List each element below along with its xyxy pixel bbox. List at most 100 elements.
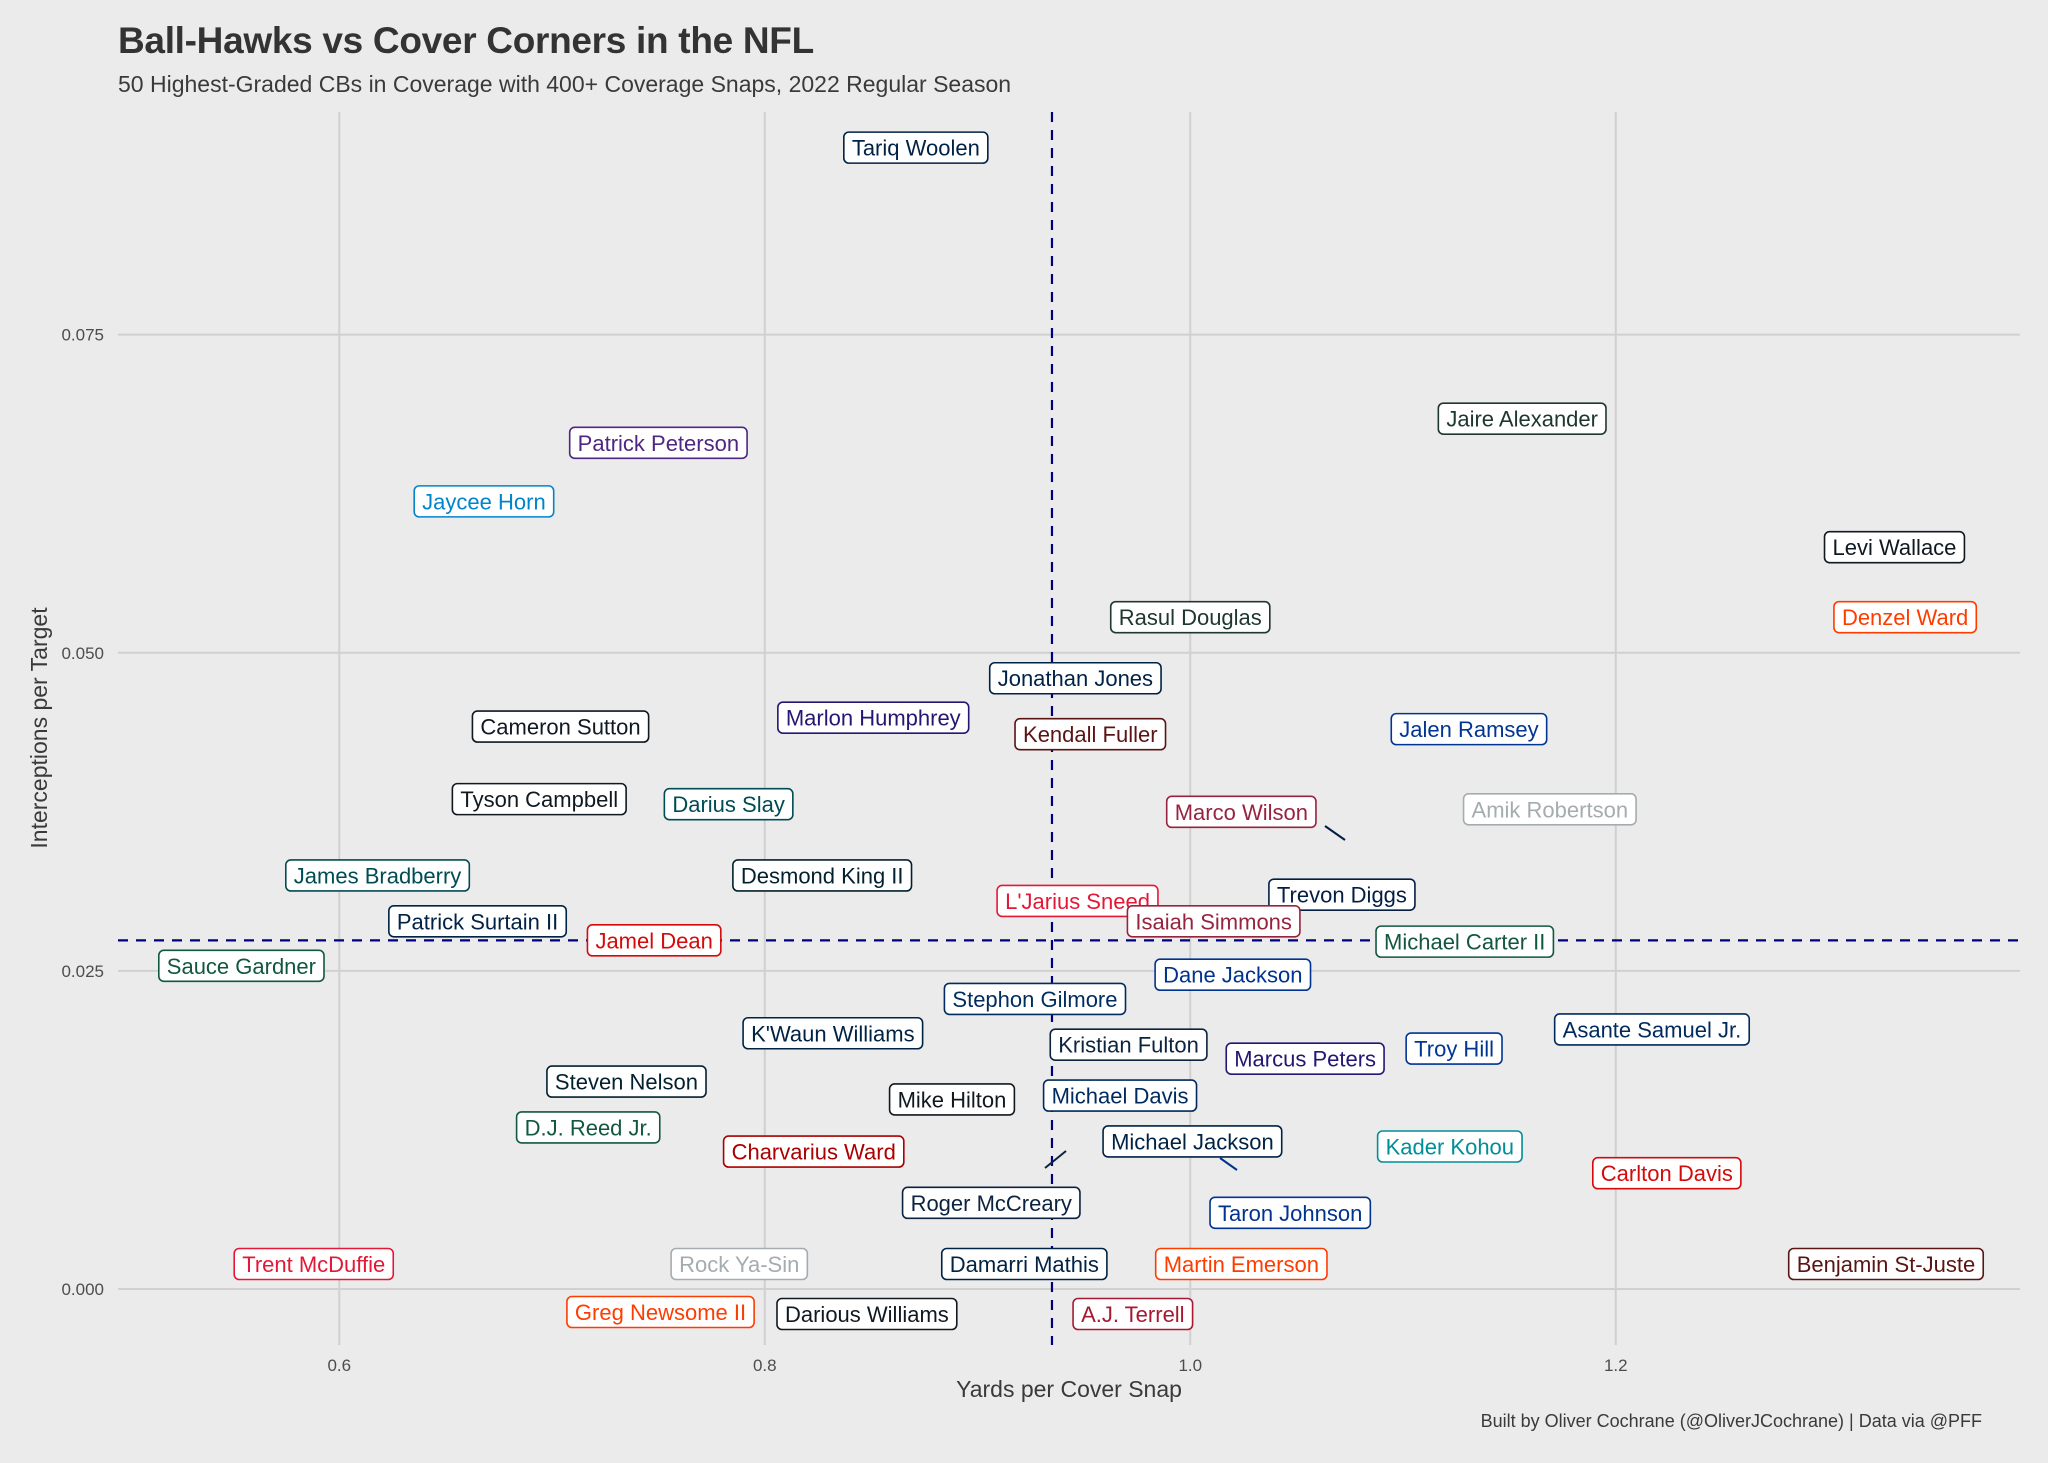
point-label: Roger McCreary bbox=[901, 1186, 1081, 1220]
point-label-text: Patrick Surtain II bbox=[397, 909, 558, 934]
x-axis-ticks: 0.6 0.8 1.0 1.2 bbox=[327, 1356, 1627, 1375]
point-label-box bbox=[546, 1065, 707, 1098]
point-label: Marco Wilson bbox=[1165, 795, 1317, 829]
point-label-box bbox=[663, 787, 794, 821]
point-label: Isaiah Simmons bbox=[1126, 904, 1301, 938]
point-label-box bbox=[722, 1135, 905, 1168]
point-label-box bbox=[1375, 925, 1555, 958]
point-label-box bbox=[1126, 904, 1301, 938]
point-label-text: Taron Johnson bbox=[1218, 1201, 1362, 1226]
point-label-text: L'Jarius Sneed bbox=[1005, 889, 1150, 914]
label-segment bbox=[1044, 1150, 1067, 1169]
point-label-box bbox=[1072, 1297, 1194, 1331]
point-label-text: Isaiah Simmons bbox=[1135, 909, 1292, 934]
point-label: Damarri Mathis bbox=[940, 1247, 1108, 1281]
point-label-text: Kristian Fulton bbox=[1058, 1033, 1199, 1058]
chart-title: Ball-Hawks vs Cover Corners in the NFL bbox=[118, 20, 814, 61]
point-label: Darius Slay bbox=[663, 787, 794, 821]
point-label-text: Stephon Gilmore bbox=[952, 987, 1117, 1012]
point-label: Trent McDuffie bbox=[233, 1247, 395, 1281]
point-label-box bbox=[776, 1297, 958, 1331]
x-tick-label: 1.0 bbox=[1178, 1356, 1202, 1375]
point-labels: Tariq Woolen Jaire Alexander Patrick Peter… bbox=[157, 131, 1985, 1331]
point-label-text: Desmond King II bbox=[741, 863, 904, 888]
point-label: Jalen Ramsey bbox=[1390, 712, 1548, 746]
point-label-box bbox=[1225, 1042, 1385, 1075]
point-label-box bbox=[515, 1111, 661, 1144]
point-label-box bbox=[568, 426, 748, 460]
point-label-box bbox=[1592, 1156, 1742, 1190]
point-label: K'Waun Williams bbox=[742, 1016, 924, 1050]
label-segment bbox=[1219, 1157, 1238, 1171]
point-label: Marcus Peters bbox=[1225, 1042, 1385, 1075]
point-label-box bbox=[670, 1247, 809, 1281]
point-label-text: Amik Robertson bbox=[1472, 797, 1629, 822]
point-label-box bbox=[940, 1247, 1108, 1281]
point-label-box bbox=[1165, 795, 1317, 829]
point-label-text: Charvarius Ward bbox=[732, 1140, 896, 1165]
point-label: Jonathan Jones bbox=[988, 661, 1162, 695]
point-label-text: Mike Hilton bbox=[898, 1087, 1007, 1112]
point-label-text: Sauce Gardner bbox=[167, 954, 316, 979]
point-label-box bbox=[413, 485, 555, 518]
point-label: Michael Carter II bbox=[1375, 925, 1555, 958]
point-label-box bbox=[1390, 712, 1548, 746]
point-label-box bbox=[1014, 717, 1167, 751]
label-segments bbox=[1044, 825, 1346, 1171]
point-label-box bbox=[233, 1247, 395, 1281]
point-label: Darious Williams bbox=[776, 1297, 958, 1331]
point-label: Steven Nelson bbox=[546, 1065, 707, 1098]
chart-caption: Built by Oliver Cochrane (@OliverJCochra… bbox=[1480, 1411, 1982, 1431]
point-label: Desmond King II bbox=[732, 859, 913, 892]
point-label-text: Marcus Peters bbox=[1234, 1047, 1376, 1072]
point-label-text: Jalen Ramsey bbox=[1399, 717, 1538, 742]
point-label-text: Asante Samuel Jr. bbox=[1563, 1017, 1742, 1042]
point-label: L'Jarius Sneed bbox=[996, 884, 1159, 918]
point-label: Taron Johnson bbox=[1209, 1196, 1372, 1230]
point-label-text: D.J. Reed Jr. bbox=[525, 1115, 652, 1140]
point-label: Sauce Gardner bbox=[157, 949, 325, 983]
point-label-text: Kendall Fuller bbox=[1023, 722, 1158, 747]
point-label-text: Greg Newsome II bbox=[575, 1300, 746, 1325]
point-label-text: Tyson Campbell bbox=[460, 787, 618, 812]
point-label-box bbox=[566, 1295, 755, 1329]
point-label-box bbox=[1154, 958, 1312, 992]
point-label-box bbox=[1823, 530, 1966, 564]
point-label-box bbox=[1405, 1032, 1503, 1065]
point-label: Benjamin St-Juste bbox=[1787, 1247, 1985, 1281]
point-label: Asante Samuel Jr. bbox=[1553, 1013, 1751, 1046]
point-label-box bbox=[1102, 1125, 1283, 1158]
point-label-text: James Bradberry bbox=[294, 863, 462, 888]
point-label: James Bradberry bbox=[284, 859, 471, 892]
x-tick-label: 0.6 bbox=[327, 1356, 351, 1375]
point-label-box bbox=[1109, 600, 1271, 634]
point-label-box bbox=[777, 701, 970, 734]
point-label-box bbox=[1462, 793, 1637, 826]
point-label-text: Roger McCreary bbox=[911, 1191, 1072, 1216]
point-label: Jamel Dean bbox=[586, 924, 722, 957]
point-label-text: Patrick Peterson bbox=[578, 431, 739, 456]
point-label-text: Michael Carter II bbox=[1384, 930, 1545, 955]
point-label-box bbox=[1154, 1247, 1328, 1281]
point-label: Denzel Ward bbox=[1833, 600, 1978, 634]
point-label: Jaire Alexander bbox=[1437, 402, 1607, 435]
point-label: A.J. Terrell bbox=[1072, 1297, 1194, 1331]
label-segment bbox=[1324, 825, 1346, 841]
point-label-box bbox=[901, 1186, 1081, 1220]
point-label-text: Michael Jackson bbox=[1111, 1129, 1274, 1154]
y-axis-title: Interceptions per Target bbox=[26, 607, 52, 849]
y-tick-label: 0.000 bbox=[61, 1280, 104, 1299]
point-label-box bbox=[988, 661, 1162, 695]
point-label-text: Troy Hill bbox=[1414, 1037, 1494, 1062]
point-label: Rasul Douglas bbox=[1109, 600, 1271, 634]
point-label-text: A.J. Terrell bbox=[1081, 1302, 1185, 1327]
y-tick-label: 0.075 bbox=[61, 326, 104, 345]
point-label-text: Trent McDuffie bbox=[242, 1252, 385, 1277]
point-label-text: Jaire Alexander bbox=[1446, 407, 1598, 432]
point-label-text: Darious Williams bbox=[785, 1302, 949, 1327]
point-label-box bbox=[843, 131, 989, 164]
point-label-text: Carlton Davis bbox=[1601, 1161, 1733, 1186]
point-label: Michael Jackson bbox=[1102, 1125, 1283, 1158]
point-label-text: Rasul Douglas bbox=[1119, 605, 1262, 630]
point-label-text: Jaycee Horn bbox=[422, 489, 546, 514]
